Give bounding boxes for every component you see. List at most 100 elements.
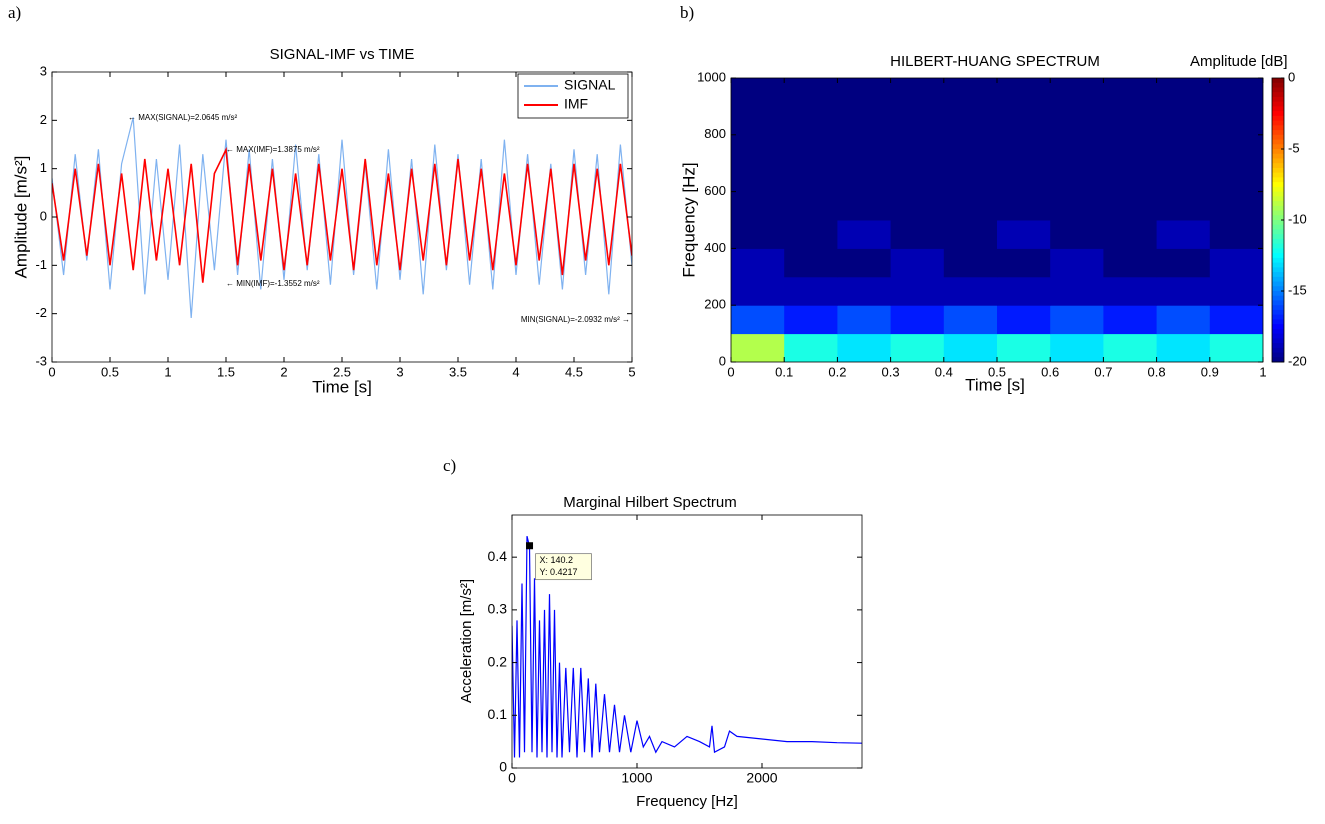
colorbar-swatch [1272,130,1284,136]
colorbar-swatch [1272,201,1284,207]
y-tick-label: 1 [40,160,47,175]
heatmap-cell [1103,106,1158,136]
chart-title: SIGNAL-IMF vs TIME [270,46,415,63]
colorbar-swatch [1272,305,1284,311]
heatmap-cell [890,78,945,107]
y-tick-label: 0.1 [488,706,508,722]
x-tick-label: 2.5 [333,364,351,379]
colorbar-swatch [1272,139,1284,145]
colorbar-swatch [1272,324,1284,330]
heatmap-cell [784,163,838,193]
heatmap-cell [997,276,1051,306]
colorbar-swatch [1272,229,1284,235]
heatmap-cell [997,106,1051,136]
colorbar-swatch [1272,186,1284,193]
colorbar-swatch [1272,115,1284,122]
heatmap-cell [731,78,785,107]
colorbar-tick-label: -5 [1288,140,1300,155]
datatip-x: X: 140.2 [540,555,574,565]
colorbar-swatch [1272,177,1284,183]
datatip-marker [526,542,534,550]
x-tick-label: 1 [1259,364,1266,379]
y-tick-label: 1000 [697,69,726,84]
heatmap-cell [943,78,998,107]
colorbar-swatch [1272,262,1284,268]
heatmap-cell [943,248,998,278]
colorbar-swatch [1272,343,1284,349]
colorbar-swatch [1272,347,1284,354]
heatmap-cell [1050,78,1104,107]
chart-title: HILBERT-HUANG SPECTRUM [890,53,1100,70]
colorbar-swatch [1272,243,1284,249]
heatmap-cell [1156,333,1211,362]
colorbar-tick-label: -20 [1288,353,1307,368]
heatmap-cell [731,220,785,249]
heatmap-cell [784,78,838,107]
colorbar-swatch [1272,125,1284,131]
heatmap-cell [1156,191,1211,221]
plot-area [512,535,862,758]
heatmap-cell [890,333,945,362]
heatmap-cell [997,163,1051,193]
colorbar-swatch [1272,253,1284,259]
colorbar-swatch [1272,281,1284,287]
colorbar-swatch [1272,144,1284,150]
heatmap-cell [943,191,998,221]
colorbar-swatch [1272,78,1284,84]
y-tick-label: 2 [40,112,47,127]
y-tick-label: -2 [35,305,47,320]
colorbar-swatch [1272,220,1284,226]
heatmap-cell [784,220,838,249]
heatmap-cell [890,106,945,136]
colorbar-tick-label: 0 [1288,69,1295,84]
heatmap-cell [943,276,998,306]
colorbar-swatch [1272,101,1284,107]
colorbar-swatch [1272,248,1284,254]
heatmap-cell [731,163,785,193]
y-tick-label: 0 [719,353,726,368]
colorbar-swatch [1272,238,1284,245]
heatmap-cell [1209,276,1263,306]
heatmap-cell [784,106,838,136]
chart-title: Marginal Hilbert Spectrum [563,494,736,511]
x-tick-label: 0.8 [1148,364,1166,379]
x-tick-label: 2 [280,364,287,379]
heatmap-cell [784,248,838,278]
heatmap-cell [1209,163,1263,193]
x-tick-label: 2000 [746,770,777,786]
x-tick-label: 0.4 [935,364,953,379]
heatmap-cell [1156,163,1211,193]
annotation: ← MAX(IMF)=1.3875 m/s² [226,145,320,154]
colorbar-swatch [1272,224,1284,230]
colorbar-swatch [1272,92,1284,98]
heatmap-cell [1209,106,1263,136]
heatmap-cell [1103,134,1158,164]
colorbar-swatch [1272,120,1284,126]
series-line [512,535,862,758]
x-tick-label: 0.5 [988,364,1006,379]
y-tick-label: -3 [35,353,47,368]
x-tick-label: 0 [48,364,55,379]
annotation: MIN(SIGNAL)=-2.0932 m/s² → [521,315,630,324]
plot-area [731,78,1263,362]
y-tick-label: 200 [704,297,726,312]
heatmap-cell [837,163,892,193]
heatmap-cell [1050,163,1104,193]
heatmap-cell [837,333,892,362]
heatmap-cell [943,163,998,193]
colorbar-swatch [1272,196,1284,202]
heatmap-cell [997,220,1051,249]
heatmap-cell [784,191,838,221]
y-tick-label: 3 [40,63,47,78]
x-tick-label: 0.6 [1041,364,1059,379]
heatmap-cell [943,106,998,136]
heatmap-cell [731,276,785,306]
heatmap-cell [890,276,945,306]
heatmap-cell [1209,78,1263,107]
x-tick-label: 4 [512,364,519,379]
x-tick-label: 3.5 [449,364,467,379]
heatmap-cell [943,220,998,249]
heatmap-cell [731,305,785,335]
x-axis-label: Time [s] [965,375,1025,394]
y-axis-label: Amplitude [m/s²] [11,156,30,279]
